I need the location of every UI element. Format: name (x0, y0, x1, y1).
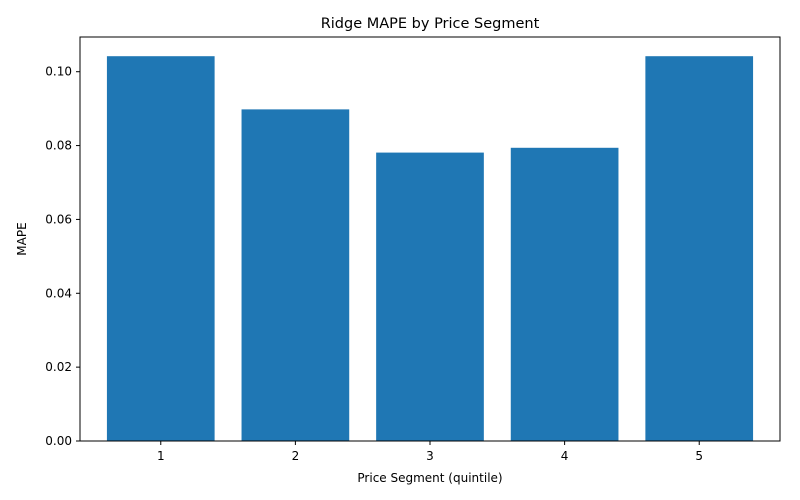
y-tick-label: 0.00 (45, 434, 72, 448)
y-axis-label: MAPE (15, 222, 29, 255)
bar-segment-1 (106, 56, 215, 441)
plot-frame (79, 36, 781, 442)
x-tick-label: 4 (561, 449, 569, 463)
y-axis-ticks: 0.00 0.02 0.04 0.06 0.08 0.10 (45, 65, 80, 448)
x-tick-label: 1 (157, 449, 165, 463)
x-axis-ticks: 1 2 3 4 5 (157, 441, 703, 463)
y-tick-label: 0.02 (45, 360, 72, 374)
y-tick-label: 0.04 (45, 286, 72, 300)
bar-segment-2 (241, 109, 350, 441)
y-tick-label: 0.08 (45, 139, 72, 153)
bar-segment-5 (645, 56, 754, 441)
x-tick-label: 5 (695, 449, 703, 463)
bars-group (106, 56, 754, 442)
x-axis-label: Price Segment (quintile) (357, 471, 502, 485)
y-tick-label: 0.10 (45, 65, 72, 79)
y-tick-label: 0.06 (45, 212, 72, 226)
chart-title: Ridge MAPE by Price Segment (321, 16, 540, 32)
x-tick-label: 3 (426, 449, 434, 463)
x-tick-label: 2 (292, 449, 300, 463)
bar-segment-4 (510, 147, 619, 442)
bar-segment-3 (376, 152, 484, 441)
